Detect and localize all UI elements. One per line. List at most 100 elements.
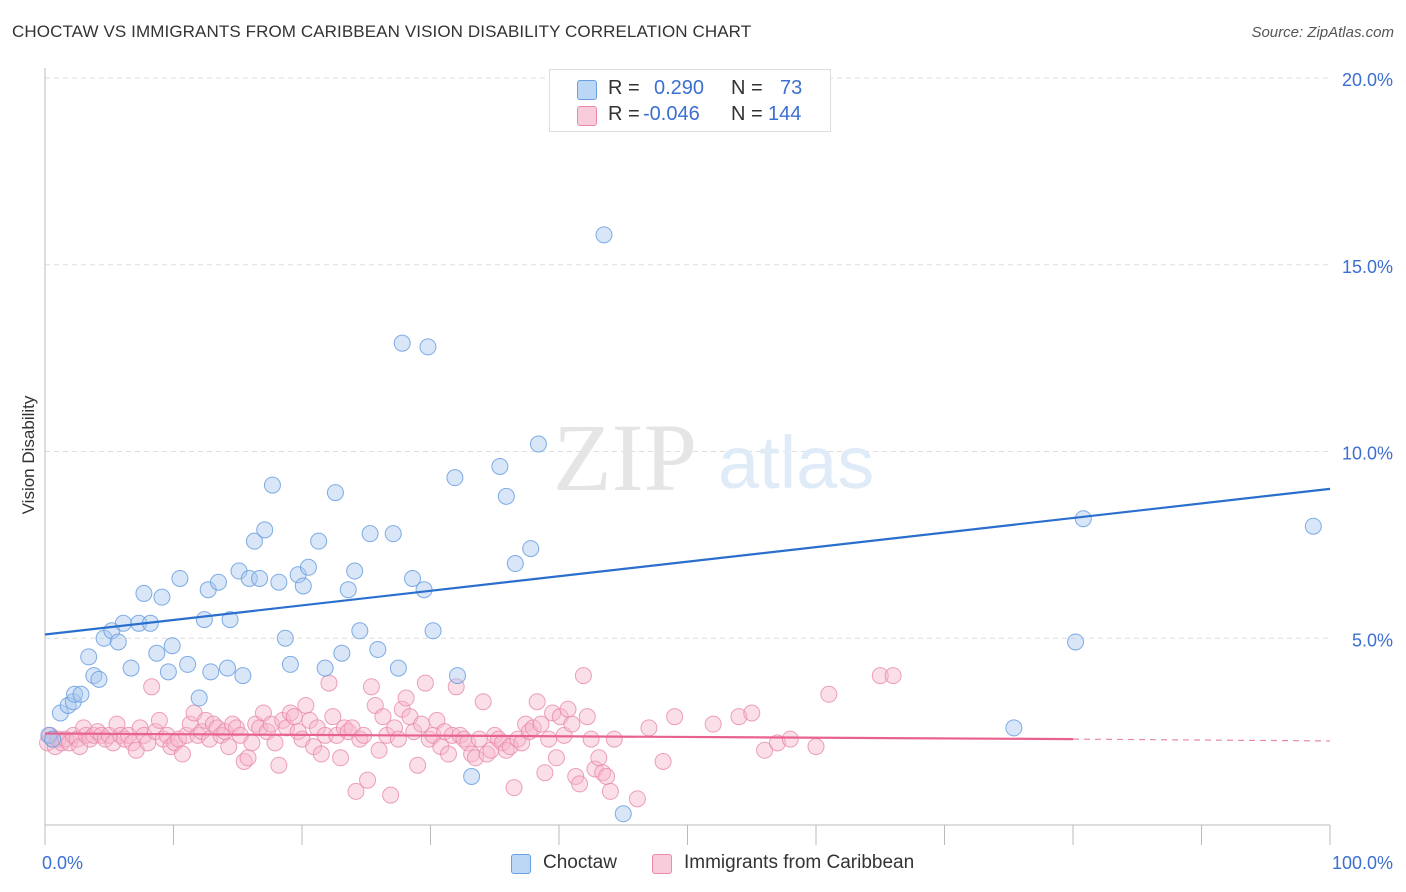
caribbean-point	[416, 674, 434, 692]
caribbean-point	[654, 753, 672, 771]
caribbean-point	[359, 771, 377, 789]
legend-r-value: -0.046	[643, 103, 700, 125]
choctaw-trend-line	[44, 487, 1331, 636]
caribbean-point	[270, 756, 288, 774]
choctaw-point	[384, 525, 402, 543]
choctaw-point	[159, 663, 177, 681]
chart-source: Source: ZipAtlas.com	[1251, 24, 1394, 41]
caribbean-point	[528, 693, 546, 711]
caribbean-point	[312, 745, 330, 763]
choctaw-point	[299, 558, 317, 576]
x-tick-label: 100.0%	[1332, 853, 1393, 873]
choctaw-point	[221, 611, 239, 629]
choctaw-point	[256, 521, 274, 539]
legend-n-label: N =	[731, 103, 763, 125]
choctaw-point	[424, 622, 442, 640]
choctaw-point	[361, 525, 379, 543]
choctaw-point	[80, 648, 98, 666]
choctaw-point	[522, 540, 540, 558]
choctaw-point	[614, 805, 632, 823]
choctaw-point	[234, 667, 252, 685]
choctaw-point	[333, 644, 351, 662]
choctaw-point	[446, 469, 464, 487]
caribbean-point	[150, 711, 168, 729]
choctaw-point	[190, 689, 208, 707]
choctaw-point	[1067, 633, 1085, 651]
y-tick-label: 20.0%	[1342, 70, 1393, 90]
choctaw-point	[251, 569, 269, 587]
watermark: ZIP atlas	[553, 404, 874, 511]
caribbean-point	[820, 685, 838, 703]
choctaw-point	[294, 577, 312, 595]
caribbean-point	[389, 730, 407, 748]
bottom-legend-label-caribbean: Immigrants from Caribbean	[684, 852, 915, 873]
choctaw-point	[122, 659, 140, 677]
choctaw-point	[209, 573, 227, 591]
choctaw-point	[497, 487, 515, 505]
choctaw-point	[240, 569, 258, 587]
bottom-legend-label-choctaw: Choctaw	[543, 852, 617, 873]
choctaw-point	[276, 629, 294, 647]
choctaw-point	[109, 633, 127, 651]
caribbean-point	[571, 775, 589, 793]
gridlines	[45, 77, 1330, 639]
caribbean-point	[266, 734, 284, 752]
choctaw-point	[491, 457, 509, 475]
caribbean-point	[768, 734, 786, 752]
caribbean-point	[807, 738, 825, 756]
y-tick-label: 15.0%	[1342, 257, 1393, 277]
caribbean-point	[590, 749, 608, 767]
choctaw-point	[66, 685, 84, 703]
caribbean-point	[547, 749, 565, 767]
choctaw-point	[195, 611, 213, 629]
choctaw-point	[1074, 510, 1092, 528]
choctaw-point	[202, 663, 220, 681]
caribbean-point	[243, 734, 261, 752]
caribbean-point	[704, 715, 722, 733]
y-tick-label: 10.0%	[1342, 444, 1393, 464]
caribbean-point	[220, 738, 238, 756]
caribbean-point	[143, 678, 161, 696]
caribbean-point	[397, 689, 415, 707]
caribbean-point	[409, 756, 427, 774]
caribbean-point	[743, 704, 761, 722]
choctaw-point	[153, 588, 171, 606]
watermark-atlas: atlas	[718, 421, 874, 504]
caribbean-point	[666, 708, 684, 726]
choctaw-point	[463, 767, 481, 785]
choctaw-point	[218, 659, 236, 677]
caribbean-point	[532, 715, 550, 733]
choctaw-point	[281, 655, 299, 673]
choctaw-point	[245, 532, 263, 550]
legend-row-choctaw: R = 0.290 N = 73	[550, 76, 830, 102]
choctaw-point	[506, 555, 524, 573]
choctaw-point	[135, 584, 153, 602]
trend-lines	[44, 487, 1331, 742]
caribbean-point	[297, 696, 315, 714]
caribbean-point	[628, 790, 646, 808]
choctaw-point	[369, 640, 387, 658]
caribbean-point	[362, 678, 380, 696]
caribbean-trend-extension	[1072, 738, 1331, 742]
y-tick-label: 5.0%	[1352, 630, 1393, 650]
watermark-zip: ZIP	[553, 404, 697, 511]
caribbean-point	[320, 674, 338, 692]
bottom-legend-swatch-choctaw	[511, 854, 531, 874]
y-axis-label: Vision Disability	[19, 395, 38, 514]
choctaw-point	[448, 667, 466, 685]
caribbean-point	[374, 708, 392, 726]
caribbean-point	[108, 715, 126, 733]
caribbean-point	[382, 786, 400, 804]
choctaw-point	[339, 581, 357, 599]
choctaw-point	[270, 573, 288, 591]
choctaw-point	[529, 435, 547, 453]
legend-swatch-choctaw	[577, 80, 597, 100]
caribbean-point	[332, 749, 350, 767]
caribbean-point	[239, 749, 257, 767]
tick-labels: 5.0% 10.0% 15.0% 20.0% 0.0% 100.0%	[42, 70, 1393, 873]
bottom-legend-swatch-caribbean	[652, 854, 672, 874]
choctaw-point	[310, 532, 328, 550]
choctaw-point	[389, 659, 407, 677]
caribbean-point	[324, 708, 342, 726]
